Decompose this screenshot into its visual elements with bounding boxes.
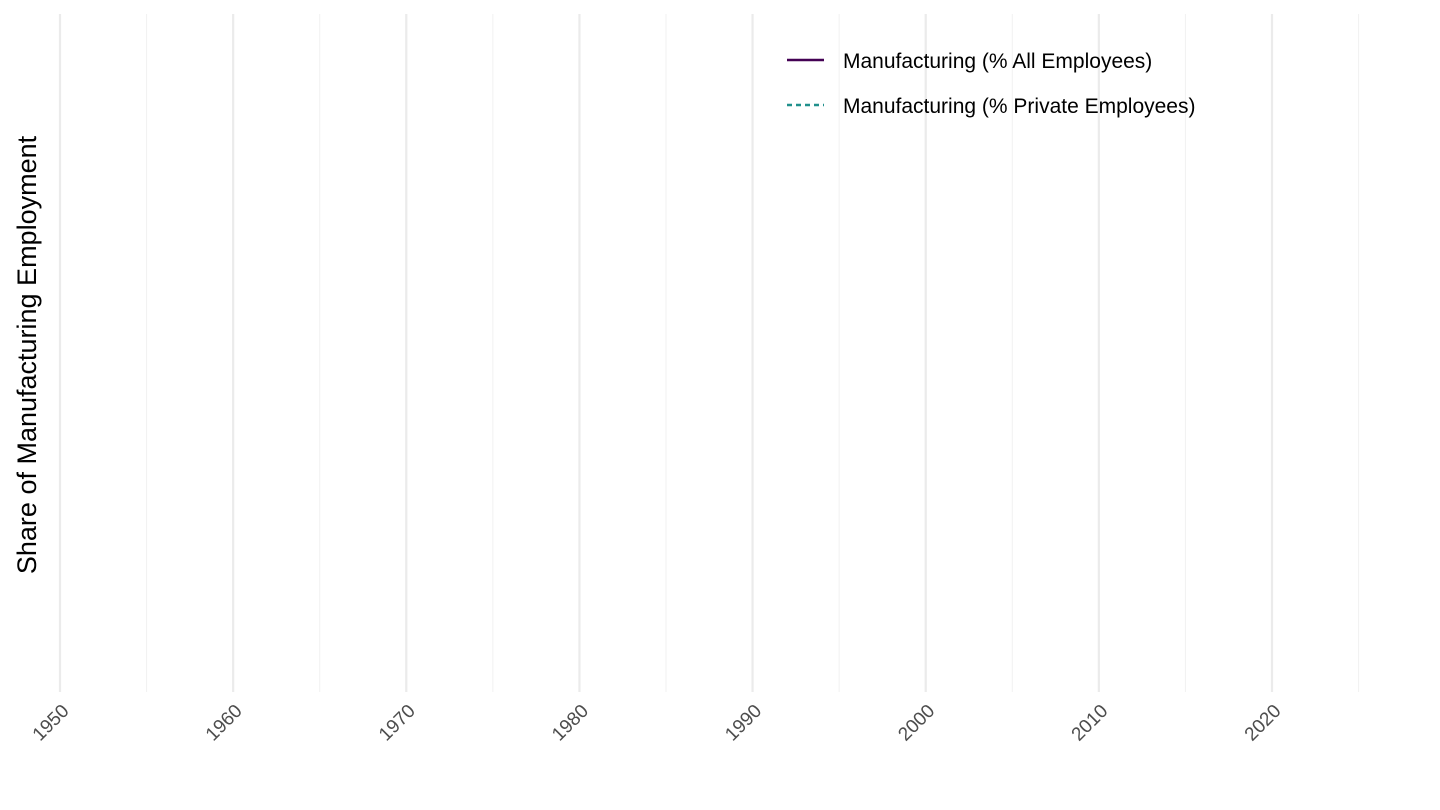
- y-axis-title: Share of Manufacturing Employment: [12, 135, 42, 574]
- x-axis-tick-labels: 1950 1960 1970 1980 1990 2000 2010 2020: [29, 701, 1286, 746]
- legend-label-private-employees: Manufacturing (% Private Employees): [843, 95, 1195, 118]
- x-tick-label: 1990: [721, 701, 766, 746]
- major-gridlines: [58, 14, 1274, 692]
- x-tick-label: 1970: [375, 701, 420, 746]
- x-tick-label: 2020: [1241, 701, 1286, 746]
- x-tick-label: 1960: [202, 701, 247, 746]
- legend-label-all-employees: Manufacturing (% All Employees): [843, 50, 1152, 73]
- x-tick-label: 1950: [29, 701, 74, 746]
- x-tick-label: 2000: [895, 701, 940, 746]
- x-tick-label: 2010: [1068, 701, 1113, 746]
- legend-item-private-employees: Manufacturing (% Private Employees): [787, 95, 1195, 118]
- legend-item-all-employees: Manufacturing (% All Employees): [787, 50, 1152, 73]
- legend: Manufacturing (% All Employees) Manufact…: [787, 50, 1195, 118]
- x-tick-label: 1980: [548, 701, 593, 746]
- minor-gridlines: [146, 14, 1360, 692]
